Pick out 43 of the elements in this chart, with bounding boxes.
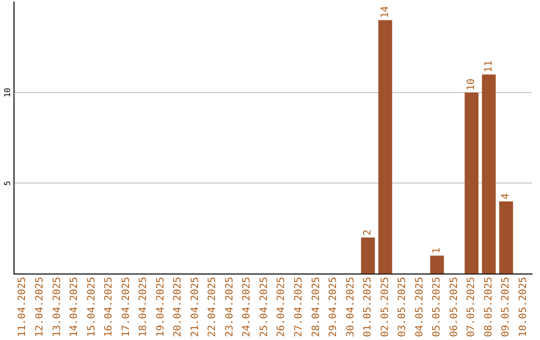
x-tick-label: 09.05.2025 bbox=[500, 276, 512, 338]
x-tick-label: 18.04.2025 bbox=[138, 276, 150, 338]
bar bbox=[430, 256, 444, 274]
bar bbox=[464, 92, 478, 274]
x-tick-label: 25.04.2025 bbox=[258, 276, 270, 338]
x-tick-label: 13.04.2025 bbox=[52, 276, 63, 338]
x-tick-label: 28.04.2025 bbox=[310, 276, 322, 338]
bar bbox=[378, 20, 392, 274]
x-tick-label: 20.04.2025 bbox=[172, 276, 184, 338]
x-tick-label: 30.04.2025 bbox=[345, 276, 356, 338]
x-tick-label: 27.04.2025 bbox=[293, 276, 304, 338]
x-tick-label: 23.04.2025 bbox=[224, 276, 236, 338]
x-tick-label: 07.05.2025 bbox=[466, 276, 478, 338]
x-tick-label: 26.04.2025 bbox=[276, 276, 288, 338]
data-label: 10 bbox=[466, 78, 478, 91]
x-tick-label: 05.05.2025 bbox=[432, 276, 443, 338]
data-label: 2 bbox=[362, 230, 374, 236]
data-label: 4 bbox=[500, 193, 512, 200]
x-tick-label: 06.05.2025 bbox=[448, 276, 460, 338]
x-tick-label: 02.05.2025 bbox=[380, 276, 391, 338]
x-tick-label: 29.04.2025 bbox=[328, 276, 340, 338]
x-tick-label: 12.04.2025 bbox=[34, 276, 46, 338]
y-tick-label: 5 bbox=[3, 180, 12, 186]
x-tick-label: 10.05.2025 bbox=[518, 276, 529, 338]
x-tick-label: 01.05.2025 bbox=[362, 276, 374, 338]
x-tick-label: 16.04.2025 bbox=[104, 276, 115, 338]
x-tick-label: 22.04.2025 bbox=[207, 276, 218, 338]
bar bbox=[361, 238, 375, 274]
x-tick-label: 03.05.2025 bbox=[397, 276, 408, 338]
x-tick-label: 19.04.2025 bbox=[155, 276, 166, 338]
x-tick-label: 15.04.2025 bbox=[86, 276, 98, 338]
data-label: 11 bbox=[483, 60, 494, 72]
data-label: 1 bbox=[432, 248, 443, 254]
x-tick-label: 24.04.2025 bbox=[242, 276, 253, 338]
bar bbox=[482, 74, 496, 274]
x-tick-label: 21.04.2025 bbox=[190, 276, 201, 338]
x-tick-label: 11.04.2025 bbox=[17, 276, 28, 338]
bar bbox=[499, 201, 514, 274]
x-tick-label: 17.04.2025 bbox=[120, 276, 132, 338]
x-tick-label: 08.05.2025 bbox=[483, 276, 494, 338]
x-tick-label: 14.04.2025 bbox=[69, 276, 80, 338]
x-tick-label: 04.05.2025 bbox=[414, 276, 426, 338]
data-label: 14 bbox=[380, 6, 391, 18]
